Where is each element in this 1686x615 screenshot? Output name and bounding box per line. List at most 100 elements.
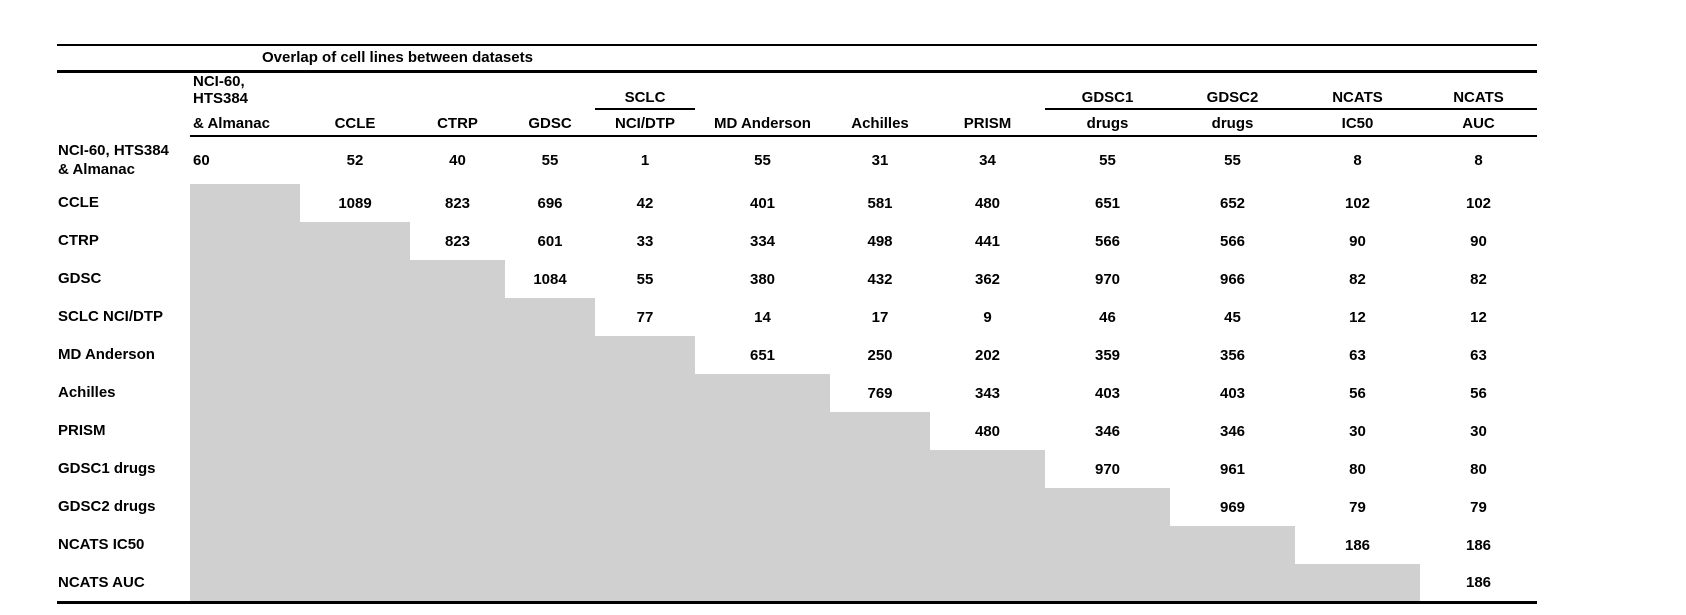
value-cell: 362 bbox=[974, 270, 1001, 288]
value-cell: 581 bbox=[867, 194, 893, 212]
value-cell: 401 bbox=[749, 194, 776, 212]
row-label: MD Anderson bbox=[58, 346, 155, 364]
column-header-drugs: drugs bbox=[1045, 109, 1170, 137]
value-cell: 30 bbox=[1349, 422, 1366, 440]
table-row-sclc-nci-dtp: SCLC NCI/DTP 77 14 17 9 46 45 12 12 bbox=[57, 298, 1537, 336]
value-cell: 346 bbox=[1094, 422, 1121, 440]
shaded-cell bbox=[190, 374, 300, 412]
value-cell: 56 bbox=[1349, 384, 1366, 402]
value-cell: 60 bbox=[193, 152, 210, 169]
value-cell: 42 bbox=[636, 194, 654, 212]
column-group-blank bbox=[930, 73, 1045, 109]
value-cell: 334 bbox=[749, 232, 776, 250]
value-cell: 651 bbox=[1094, 194, 1121, 212]
table-row-achilles: Achilles 769 343 403 403 56 56 bbox=[57, 374, 1537, 412]
value-cell: 52 bbox=[346, 152, 364, 169]
shaded-cell bbox=[1295, 564, 1420, 602]
value-cell: 380 bbox=[749, 270, 776, 288]
value-cell: 961 bbox=[1219, 460, 1246, 478]
shaded-cell bbox=[595, 336, 695, 374]
shaded-cell bbox=[190, 222, 300, 260]
shaded-cell bbox=[1045, 488, 1170, 526]
value-cell: 769 bbox=[867, 384, 893, 402]
overlap-table: NCI-60, HTS384 SCLC GDSC1 GDSC2 NCATS NCATS &… bbox=[57, 73, 1537, 604]
column-header-achilles: Achilles bbox=[830, 109, 930, 137]
shaded-cell bbox=[595, 526, 695, 564]
row-label: CCLE bbox=[58, 194, 99, 212]
value-cell: 359 bbox=[1094, 346, 1121, 364]
shaded-cell bbox=[595, 450, 695, 488]
shaded-cell bbox=[190, 526, 300, 564]
column-header-gdsc: GDSC bbox=[505, 109, 595, 137]
shaded-cell bbox=[410, 564, 505, 602]
shaded-cell bbox=[1045, 526, 1170, 564]
value-cell: 969 bbox=[1219, 498, 1246, 516]
shaded-cell bbox=[1170, 564, 1295, 602]
column-group-blank bbox=[505, 73, 595, 109]
table-row-ncats-ic50: NCATS IC50 186 186 bbox=[57, 526, 1537, 564]
shaded-cell bbox=[505, 450, 595, 488]
shaded-cell bbox=[410, 298, 505, 336]
shaded-cell bbox=[410, 488, 505, 526]
column-group-row: NCI-60, HTS384 SCLC GDSC1 GDSC2 NCATS NCATS bbox=[57, 73, 1537, 110]
column-group-gdsc1: GDSC1 bbox=[1045, 73, 1170, 110]
value-cell: 12 bbox=[1470, 308, 1487, 326]
value-cell: 186 bbox=[1465, 573, 1492, 591]
value-cell: 79 bbox=[1349, 498, 1366, 516]
shaded-cell bbox=[695, 564, 830, 602]
value-cell: 432 bbox=[867, 270, 893, 288]
table-row-md-anderson: MD Anderson 651 250 202 359 356 63 63 bbox=[57, 336, 1537, 374]
shaded-cell bbox=[300, 298, 410, 336]
shaded-cell bbox=[930, 450, 1045, 488]
row-label: GDSC bbox=[58, 270, 102, 288]
value-cell: 31 bbox=[871, 152, 889, 169]
row-label: NCI-60, HTS384 & Almanac bbox=[58, 141, 169, 179]
shaded-cell bbox=[595, 412, 695, 450]
shaded-cell bbox=[1170, 526, 1295, 564]
value-cell: 343 bbox=[974, 384, 1001, 402]
value-cell: 45 bbox=[1224, 308, 1241, 326]
column-group-sclc: SCLC bbox=[595, 73, 695, 110]
shaded-cell bbox=[410, 260, 505, 298]
value-cell: 186 bbox=[1465, 536, 1492, 554]
value-cell: 14 bbox=[754, 308, 771, 326]
row-label: NCATS AUC bbox=[58, 573, 145, 591]
value-cell: 8 bbox=[1353, 152, 1362, 169]
value-cell: 55 bbox=[1099, 152, 1116, 169]
column-group-blank bbox=[830, 73, 930, 109]
table-row-gdsc: GDSC 1084 55 380 432 362 970 966 82 82 bbox=[57, 260, 1537, 298]
value-cell: 1089 bbox=[338, 194, 372, 212]
shaded-cell bbox=[830, 488, 930, 526]
column-header-auc: AUC bbox=[1420, 109, 1537, 137]
value-cell: 696 bbox=[537, 194, 563, 212]
shaded-cell bbox=[410, 336, 505, 374]
row-label: PRISM bbox=[58, 422, 106, 440]
value-cell: 40 bbox=[449, 152, 466, 169]
overlap-table-figure: Overlap of cell lines between datasets N… bbox=[57, 44, 1537, 604]
value-cell: 966 bbox=[1219, 270, 1246, 288]
value-cell: 356 bbox=[1219, 346, 1246, 364]
column-group-ncats: NCATS bbox=[1420, 73, 1537, 110]
shaded-cell bbox=[505, 412, 595, 450]
value-cell: 30 bbox=[1470, 422, 1487, 440]
table-row-gdsc2-drugs: GDSC2 drugs 969 79 79 bbox=[57, 488, 1537, 526]
shaded-cell bbox=[300, 564, 410, 602]
shaded-cell bbox=[300, 488, 410, 526]
shaded-cell bbox=[505, 298, 595, 336]
value-cell: 566 bbox=[1219, 232, 1246, 250]
column-group-blank bbox=[300, 73, 410, 109]
value-cell: 652 bbox=[1219, 194, 1246, 212]
value-cell: 12 bbox=[1349, 308, 1366, 326]
shaded-cell bbox=[695, 374, 830, 412]
value-cell: 17 bbox=[871, 308, 889, 326]
shaded-cell bbox=[410, 450, 505, 488]
column-group-blank bbox=[410, 73, 505, 109]
shaded-cell bbox=[300, 260, 410, 298]
shaded-cell bbox=[190, 488, 300, 526]
value-cell: 480 bbox=[974, 194, 1001, 212]
table-row-ctrp: CTRP 823 601 33 334 498 441 566 566 90 90 bbox=[57, 222, 1537, 260]
value-cell: 55 bbox=[754, 152, 771, 169]
shaded-cell bbox=[300, 450, 410, 488]
value-cell: 480 bbox=[974, 422, 1001, 440]
value-cell: 80 bbox=[1470, 460, 1487, 478]
